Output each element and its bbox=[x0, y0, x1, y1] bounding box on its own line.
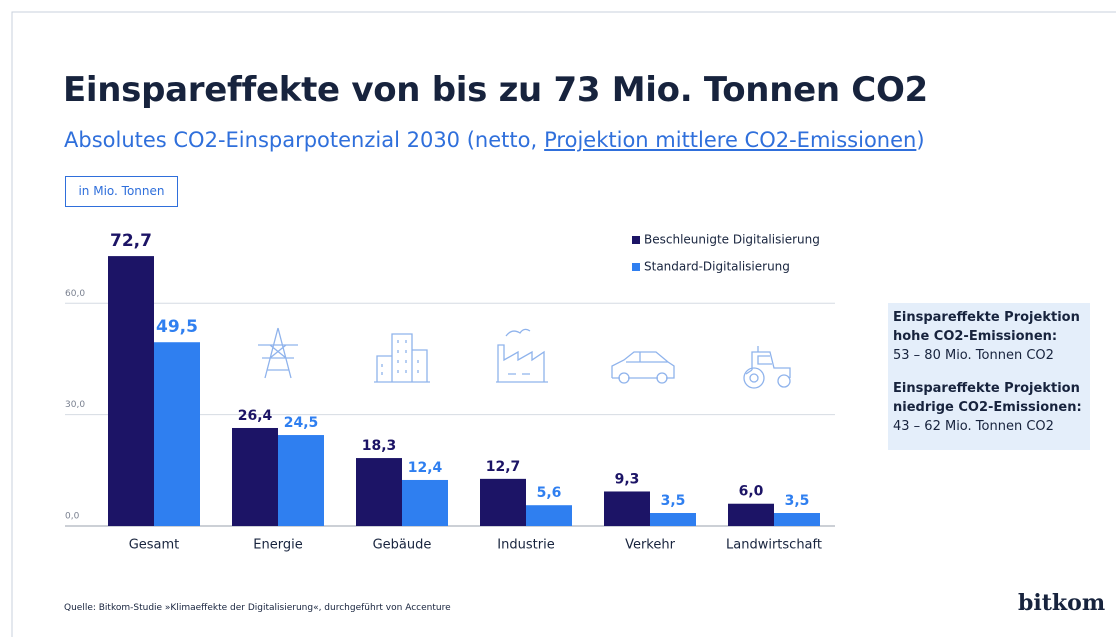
legend-label: Standard-Digitalisierung bbox=[644, 260, 790, 274]
info-text: 53 – 80 Mio. Tonnen CO2 bbox=[893, 348, 1054, 363]
y-tick-label: 0,0 bbox=[65, 512, 80, 522]
subtitle-text: ) bbox=[916, 128, 925, 152]
x-tick-label: Energie bbox=[253, 538, 302, 553]
icon-buildings bbox=[374, 333, 430, 383]
subtitle-text: Absolutes CO2-Einsparpotenzial 2030 (net… bbox=[64, 128, 538, 152]
value-label: 3,5 bbox=[661, 493, 686, 509]
info-heading: Einspareffekte Projektion bbox=[893, 310, 1080, 325]
icon-car-wheel bbox=[656, 372, 668, 384]
chart-subtitle: Absolutes CO2-Einsparpotenzial 2030 (net… bbox=[64, 128, 925, 152]
bar bbox=[402, 479, 448, 526]
value-label: 26,4 bbox=[238, 408, 273, 424]
icons bbox=[258, 327, 791, 389]
value-label: 49,5 bbox=[156, 317, 198, 337]
legend-label: Beschleunigte Digitalisierung bbox=[644, 233, 820, 247]
x-tick-label: Industrie bbox=[497, 538, 554, 553]
x-tick-label: Landwirtschaft bbox=[726, 538, 822, 553]
info-heading: hohe CO2-Emissionen: bbox=[893, 329, 1058, 344]
info-block: Einspareffekte Projektion hohe CO2-Emissi… bbox=[893, 308, 1085, 365]
icon-tractor bbox=[745, 346, 791, 378]
value-label: 3,5 bbox=[785, 493, 810, 509]
icon-car-wheel bbox=[618, 372, 630, 384]
bar bbox=[154, 342, 200, 526]
x-tick-label: Gebäude bbox=[373, 538, 432, 553]
icon-tractor-wheel bbox=[777, 374, 791, 388]
info-box: Einspareffekte Projektion hohe CO2-Emissi… bbox=[888, 303, 1090, 450]
bar bbox=[526, 505, 572, 526]
info-text: 43 – 62 Mio. Tonnen CO2 bbox=[893, 419, 1054, 434]
x-tick-label: Verkehr bbox=[625, 538, 676, 553]
value-label: 18,3 bbox=[362, 438, 397, 454]
icon-factory bbox=[496, 328, 548, 383]
value-label: 12,7 bbox=[486, 459, 521, 475]
chart-title: Einspareffekte von bis zu 73 Mio. Tonnen… bbox=[63, 70, 928, 110]
x-tick-label: Gesamt bbox=[129, 538, 180, 553]
legend-swatch bbox=[632, 263, 640, 271]
bar bbox=[356, 458, 402, 526]
bar bbox=[604, 491, 650, 526]
bar bbox=[108, 256, 154, 526]
subtitle-link[interactable]: Projektion mittlere CO2-Emissionen bbox=[544, 128, 917, 152]
value-label: 5,6 bbox=[537, 485, 562, 501]
unit-label: in Mio. Tonnen bbox=[65, 176, 178, 207]
logo: bitkom bbox=[1018, 590, 1106, 616]
icon-tractor-wheel bbox=[749, 373, 759, 383]
info-heading: niedrige CO2-Emissionen: bbox=[893, 400, 1082, 415]
bar bbox=[774, 513, 820, 526]
y-tick-label: 60,0 bbox=[65, 289, 85, 299]
bar bbox=[232, 427, 278, 526]
value-label: 9,3 bbox=[615, 471, 640, 487]
value-label: 24,5 bbox=[284, 415, 319, 431]
bar bbox=[728, 503, 774, 526]
source: Quelle: Bitkom-Studie »Klimaeffekte der … bbox=[64, 603, 451, 613]
bar bbox=[480, 478, 526, 526]
icon-car bbox=[611, 351, 675, 379]
y-tick-label: 30,0 bbox=[65, 400, 85, 410]
info-block: Einspareffekte Projektion niedrige CO2-Em… bbox=[893, 379, 1085, 436]
info-heading: Einspareffekte Projektion bbox=[893, 381, 1080, 396]
value-label: 72,7 bbox=[110, 231, 152, 251]
frame bbox=[11, 11, 1116, 637]
bar bbox=[650, 513, 696, 526]
legend-swatch bbox=[632, 236, 640, 244]
value-label: 12,4 bbox=[408, 460, 443, 476]
value-label: 6,0 bbox=[739, 484, 764, 500]
icon-tractor-wheel bbox=[743, 367, 765, 389]
icon-pylon bbox=[258, 327, 298, 379]
bar bbox=[278, 435, 324, 526]
